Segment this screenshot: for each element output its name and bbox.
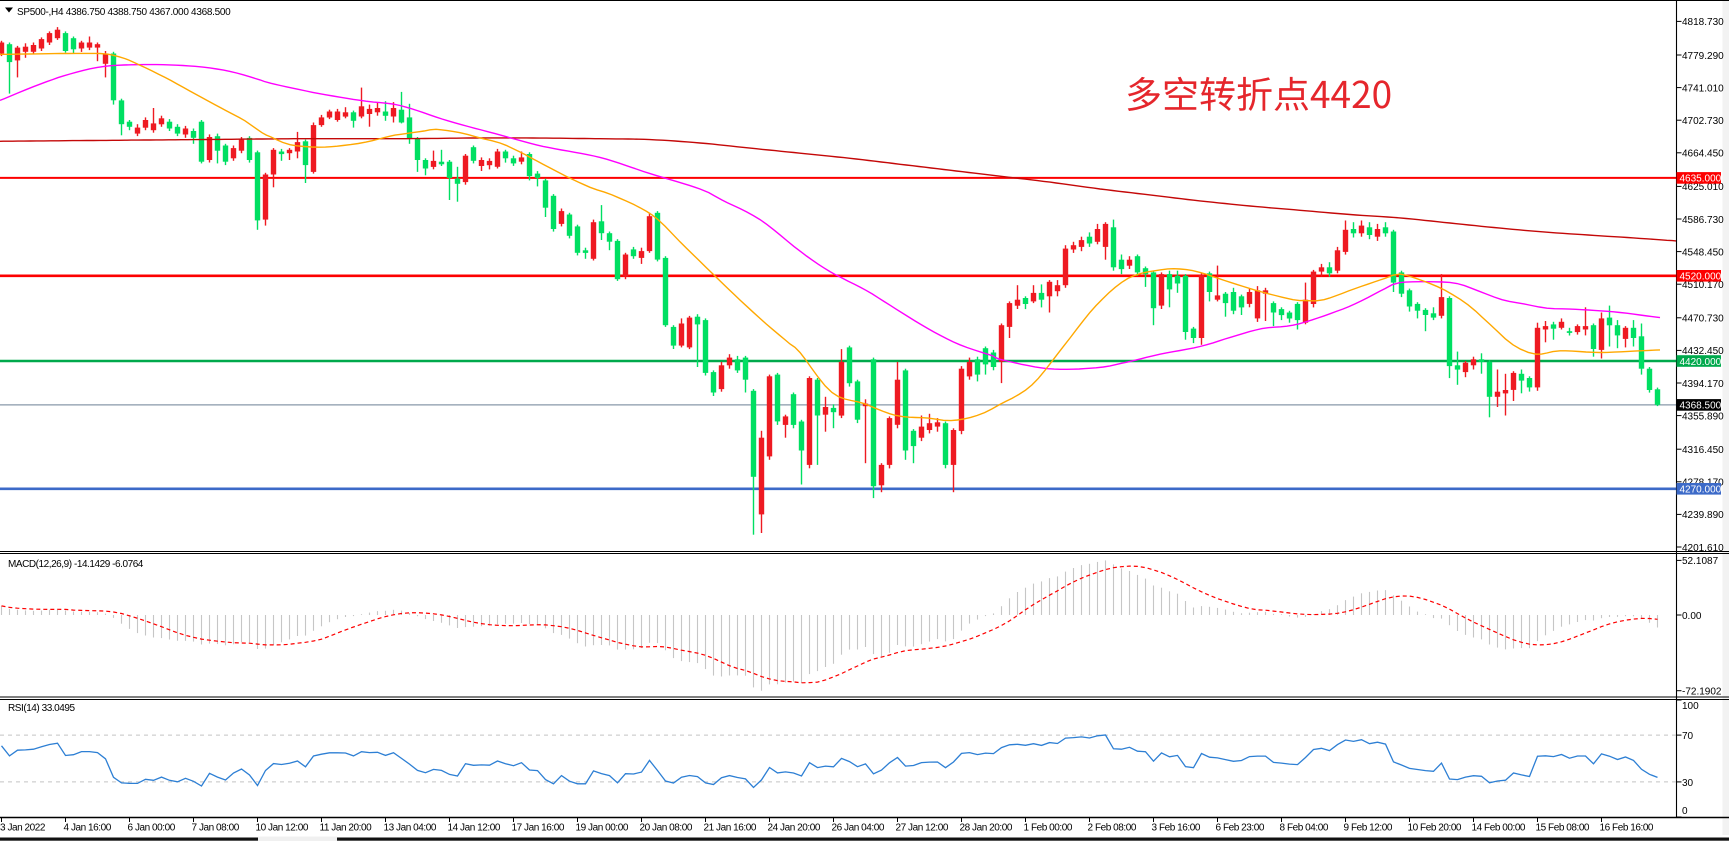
svg-text:10 Feb 20:00: 10 Feb 20:00: [1408, 823, 1462, 834]
svg-text:1 Feb 00:00: 1 Feb 00:00: [1024, 823, 1073, 834]
svg-text:24 Jan 20:00: 24 Jan 20:00: [768, 823, 821, 834]
svg-text:4548.450: 4548.450: [1682, 247, 1724, 258]
svg-text:0.00: 0.00: [1682, 611, 1702, 622]
svg-text:3 Jan 2022: 3 Jan 2022: [0, 823, 46, 834]
svg-text:28 Jan 20:00: 28 Jan 20:00: [960, 823, 1013, 834]
svg-text:4470.730: 4470.730: [1682, 314, 1724, 325]
svg-text:8 Feb 04:00: 8 Feb 04:00: [1280, 823, 1329, 834]
svg-text:4625.010: 4625.010: [1682, 182, 1724, 193]
svg-text:26 Jan 04:00: 26 Jan 04:00: [832, 823, 885, 834]
svg-text:70: 70: [1682, 731, 1694, 742]
svg-text:16 Feb 16:00: 16 Feb 16:00: [1600, 823, 1654, 834]
svg-text:9 Feb 12:00: 9 Feb 12:00: [1344, 823, 1393, 834]
svg-text:11 Jan 20:00: 11 Jan 20:00: [320, 823, 373, 834]
svg-text:4368.500: 4368.500: [1680, 401, 1722, 412]
svg-text:7 Jan 08:00: 7 Jan 08:00: [192, 823, 240, 834]
svg-text:MACD(12,26,9) -14.1429 -6.0764: MACD(12,26,9) -14.1429 -6.0764: [8, 559, 144, 570]
svg-text:100: 100: [1682, 701, 1699, 712]
svg-text:17 Jan 16:00: 17 Jan 16:00: [512, 823, 565, 834]
svg-text:4818.730: 4818.730: [1682, 17, 1724, 28]
svg-text:4702.730: 4702.730: [1682, 116, 1724, 127]
svg-text:SP500-,H4 4386.750 4388.750 4: SP500-,H4 4386.750 4388.750 4367.000 436…: [17, 7, 231, 18]
svg-text:4 Jan 16:00: 4 Jan 16:00: [64, 823, 112, 834]
svg-text:14 Feb 00:00: 14 Feb 00:00: [1472, 823, 1526, 834]
svg-text:4394.170: 4394.170: [1682, 379, 1724, 390]
svg-text:10 Jan 12:00: 10 Jan 12:00: [256, 823, 309, 834]
svg-text:4741.010: 4741.010: [1682, 83, 1724, 94]
svg-text:0: 0: [1682, 806, 1688, 817]
svg-text:15 Feb 08:00: 15 Feb 08:00: [1536, 823, 1590, 834]
svg-text:4239.890: 4239.890: [1682, 510, 1724, 521]
svg-text:4201.610: 4201.610: [1682, 543, 1724, 554]
svg-text:4316.450: 4316.450: [1682, 445, 1724, 456]
svg-text:4355.890: 4355.890: [1682, 411, 1724, 422]
svg-text:6 Jan 00:00: 6 Jan 00:00: [128, 823, 176, 834]
svg-text:2 Feb 08:00: 2 Feb 08:00: [1088, 823, 1137, 834]
svg-text:4420.000: 4420.000: [1680, 357, 1722, 368]
svg-text:4586.730: 4586.730: [1682, 215, 1724, 226]
svg-text:27 Jan 12:00: 27 Jan 12:00: [896, 823, 949, 834]
svg-text:13 Jan 04:00: 13 Jan 04:00: [384, 823, 437, 834]
svg-text:RSI(14) 33.0495: RSI(14) 33.0495: [8, 703, 76, 714]
svg-text:4635.000: 4635.000: [1680, 174, 1722, 185]
svg-text:52.1087: 52.1087: [1682, 556, 1719, 567]
svg-text:4664.450: 4664.450: [1682, 149, 1724, 160]
svg-text:4779.290: 4779.290: [1682, 51, 1724, 62]
svg-text:19 Jan 00:00: 19 Jan 00:00: [576, 823, 629, 834]
svg-text:14 Jan 12:00: 14 Jan 12:00: [448, 823, 501, 834]
svg-text:4520.000: 4520.000: [1680, 272, 1722, 283]
svg-text:3 Feb 16:00: 3 Feb 16:00: [1152, 823, 1201, 834]
svg-text:4510.170: 4510.170: [1682, 280, 1724, 291]
svg-text:4432.450: 4432.450: [1682, 346, 1724, 357]
svg-text:20 Jan 08:00: 20 Jan 08:00: [640, 823, 693, 834]
svg-text:-72.1902: -72.1902: [1682, 687, 1722, 698]
svg-text:4270.000: 4270.000: [1680, 485, 1722, 496]
svg-text:6 Feb 23:00: 6 Feb 23:00: [1216, 823, 1265, 834]
svg-text:21 Jan 16:00: 21 Jan 16:00: [704, 823, 757, 834]
svg-text:30: 30: [1682, 778, 1694, 789]
